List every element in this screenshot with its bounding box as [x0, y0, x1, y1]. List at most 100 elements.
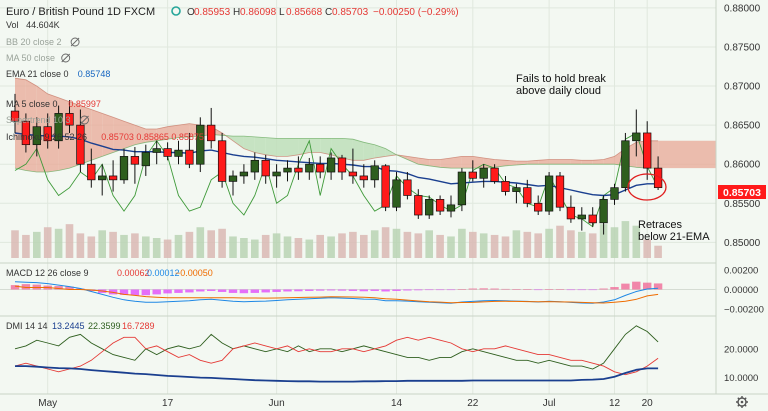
legend-row: MA 5 close 0 0.85997	[6, 99, 101, 109]
macd-histogram-bar	[65, 286, 74, 290]
candle-body	[621, 140, 630, 189]
cloud-segment	[440, 157, 451, 169]
cloud-segment	[451, 156, 462, 169]
macd-histogram-bar	[119, 289, 129, 295]
legend-label: MA 50 close	[6, 53, 55, 63]
cloud-segment	[429, 159, 441, 168]
macd-histogram-bar	[425, 289, 434, 291]
legend-label: Supertrend 10 3	[6, 115, 71, 125]
candle	[87, 148, 96, 188]
volume-bar	[556, 225, 564, 258]
volume-bar	[567, 230, 575, 258]
cloud-segment	[25, 79, 37, 173]
annotation-bottom-line1: Retraces	[638, 219, 683, 231]
time-tick-label: May	[38, 398, 57, 409]
volume-bar	[196, 227, 205, 258]
cloud-span-b	[14, 134, 659, 173]
candle-body	[588, 214, 597, 224]
candle-body	[337, 157, 347, 173]
candle	[348, 148, 358, 184]
candle	[392, 172, 401, 212]
candle-body	[501, 181, 510, 192]
candle-body	[207, 124, 216, 142]
candle-body	[446, 204, 456, 212]
candle	[108, 160, 118, 192]
macd-histogram-bar	[163, 289, 172, 294]
macd-histogram-bar	[632, 281, 641, 290]
candle-body	[283, 167, 292, 173]
candle-body	[425, 199, 434, 216]
macd-histogram-bar	[348, 289, 358, 291]
candle	[643, 121, 652, 180]
candle	[425, 195, 434, 219]
hidden-eye-icon	[80, 115, 89, 125]
dmi-tick-label: 20.0000	[724, 344, 758, 355]
volume-bar	[11, 230, 19, 258]
candle-body	[43, 126, 52, 142]
candle-body	[566, 206, 576, 220]
candle-body	[54, 113, 63, 142]
candle-body	[643, 132, 652, 169]
macd-histogram-bar	[534, 289, 543, 291]
macd-histogram-bar	[10, 285, 20, 290]
legend-value: 0.85703 0.85865 0.85875	[101, 132, 204, 142]
dmi-pane[interactable]	[14, 325, 659, 383]
legend-row: MA 50 close	[6, 53, 71, 63]
candle-body	[261, 159, 270, 177]
cloud-segment	[592, 159, 604, 165]
volume-bar	[578, 231, 586, 258]
settings-gear-icon[interactable]	[736, 396, 748, 408]
volume-bar	[327, 236, 335, 258]
legend-row: Vol 44.604K	[6, 20, 60, 30]
candle-body	[272, 171, 281, 177]
volume-bar	[479, 233, 488, 258]
candle	[544, 172, 554, 216]
dmi-adx-line	[15, 365, 659, 383]
candle	[653, 156, 663, 191]
macd-histogram-bar	[643, 282, 652, 290]
candle-body	[108, 175, 118, 181]
cloud-segment	[603, 156, 615, 165]
price-change: −0.00250 (−0.29%)	[373, 7, 459, 18]
candle-body	[174, 149, 183, 157]
time-axis[interactable]: May 17 Jun 14 22 Jul 12 20	[38, 398, 653, 409]
ohlc-key: H	[233, 7, 240, 18]
candle-body	[479, 167, 488, 179]
time-tick-label: 14	[391, 398, 403, 409]
ohlc-value: 0.85668	[286, 7, 323, 18]
macd-histogram-bar	[130, 289, 140, 296]
macd-value-signal: −0.00050	[175, 268, 213, 278]
legend-label: Ichimoku 9 26 52 26	[6, 132, 87, 142]
candle	[32, 117, 41, 157]
macd-axis: 0.00200 0.00000 −0.00200	[724, 265, 764, 315]
candle-body	[435, 199, 445, 212]
hidden-eye-slash	[80, 115, 89, 125]
symbol-title[interactable]: Euro / British Pound 1D FXCM	[6, 6, 155, 18]
volume-bar	[261, 234, 270, 258]
volume-bar	[523, 231, 532, 258]
macd-pane[interactable]	[0, 281, 716, 304]
volume-bar	[621, 221, 630, 258]
cloud-segment-future	[658, 140, 716, 169]
candle-body	[185, 149, 194, 165]
dmi-value-plus: 22.3599	[88, 321, 121, 331]
candle	[239, 164, 249, 184]
ohlc-key: L	[279, 7, 285, 18]
volume-bar	[447, 236, 455, 258]
volume-bar	[251, 239, 259, 258]
candle	[490, 164, 499, 184]
macd-histogram-bar	[21, 284, 31, 290]
candle-body	[523, 187, 532, 204]
macd-histogram-bar	[250, 289, 259, 293]
candle	[10, 93, 20, 133]
volume-bar	[185, 231, 194, 258]
cloud-segment	[145, 129, 157, 143]
volume-bar	[240, 238, 248, 258]
last-price-background	[718, 185, 766, 199]
macd-histogram-bar	[337, 289, 347, 291]
last-price-value: 0.85703	[723, 187, 761, 199]
candle-body	[250, 159, 259, 173]
legend-label: Vol	[6, 20, 19, 30]
price-axis[interactable]: 0.88000 0.87500 0.87000 0.86500 0.86000 0.855…	[724, 3, 761, 248]
